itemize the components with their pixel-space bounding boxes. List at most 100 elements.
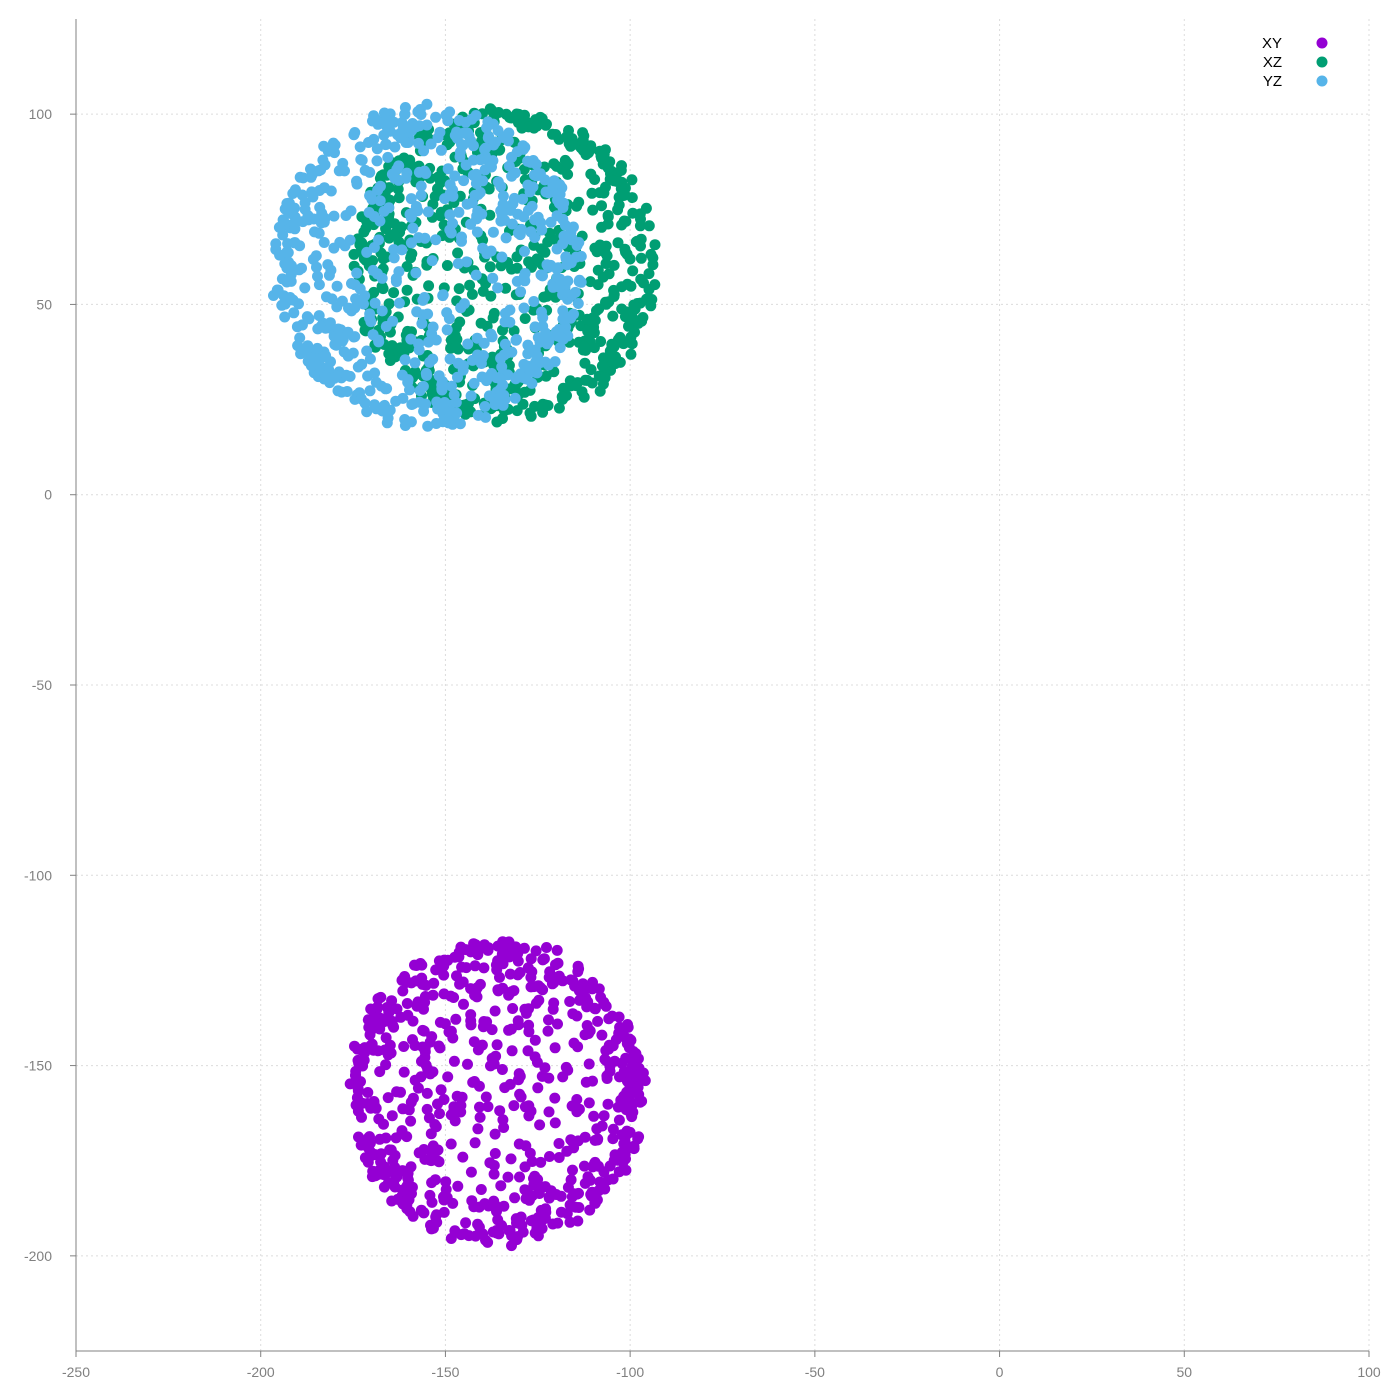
data-point: [388, 228, 400, 240]
data-point: [514, 229, 526, 241]
data-point: [491, 1227, 503, 1239]
data-point: [506, 346, 518, 358]
data-point: [405, 237, 417, 249]
data-point: [509, 392, 521, 404]
data-point: [378, 107, 390, 119]
data-point: [419, 1042, 431, 1054]
data-point: [553, 402, 565, 414]
data-point: [474, 1111, 486, 1123]
data-point: [485, 290, 497, 302]
data-point: [535, 1156, 547, 1168]
data-point: [375, 1148, 387, 1160]
data-point: [444, 353, 456, 365]
data-point: [586, 983, 598, 995]
data-point: [488, 1160, 500, 1171]
data-point: [542, 261, 554, 273]
data-point: [581, 1020, 593, 1031]
data-point: [645, 248, 657, 260]
data-point: [596, 1029, 608, 1041]
data-point: [523, 256, 535, 268]
data-point: [390, 276, 402, 288]
data-point: [386, 1110, 398, 1122]
data-point: [390, 1167, 402, 1179]
data-point: [395, 221, 407, 233]
data-point: [560, 251, 572, 263]
data-point: [467, 169, 479, 181]
data-point: [531, 120, 543, 132]
data-point: [399, 102, 411, 113]
data-point: [533, 1188, 545, 1199]
data-point: [453, 206, 465, 218]
data-point: [318, 237, 330, 248]
data-point: [413, 137, 424, 149]
data-point: [476, 1039, 488, 1051]
data-point: [489, 1128, 501, 1140]
data-point: [613, 1027, 625, 1039]
data-point: [418, 1144, 430, 1155]
data-point: [446, 380, 458, 392]
data-point: [374, 195, 386, 207]
data-point: [583, 1097, 595, 1109]
data-point: [374, 180, 386, 192]
data-point: [410, 960, 422, 971]
data-point: [547, 180, 559, 192]
data-point: [419, 991, 431, 1002]
data-point: [572, 1215, 584, 1227]
data-point: [582, 1171, 594, 1183]
data-point: [616, 1146, 628, 1158]
data-point: [421, 1087, 433, 1099]
data-point: [348, 129, 360, 141]
data-point: [370, 403, 382, 415]
data-point: [616, 281, 628, 293]
data-point: [421, 98, 433, 110]
data-point: [414, 120, 426, 132]
data-point: [635, 252, 647, 264]
data-point: [359, 1152, 371, 1164]
x-tick-label: 100: [1357, 1364, 1381, 1380]
data-point: [481, 248, 493, 260]
data-point: [503, 127, 515, 139]
data-point: [627, 207, 639, 219]
data-point: [529, 232, 541, 243]
data-point: [430, 111, 442, 123]
data-point: [467, 1076, 479, 1088]
data-point: [288, 307, 300, 319]
data-point: [444, 106, 456, 118]
data-point: [415, 180, 427, 192]
data-point: [395, 1011, 407, 1023]
data-point: [625, 348, 637, 360]
data-point: [432, 1098, 443, 1110]
data-point: [643, 284, 655, 295]
data-point: [439, 397, 451, 408]
data-point: [376, 305, 388, 317]
data-point: [519, 313, 531, 324]
data-point: [524, 363, 535, 375]
data-point: [561, 131, 573, 143]
data-point: [506, 263, 517, 275]
y-tick-label: -150: [24, 1058, 52, 1074]
data-point: [613, 1114, 625, 1126]
data-point: [475, 1184, 487, 1195]
data-point: [386, 1195, 398, 1207]
data-point: [418, 1003, 429, 1015]
data-point: [413, 166, 425, 178]
data-point: [531, 213, 543, 225]
data-point: [621, 1034, 633, 1046]
data-point: [481, 1016, 493, 1028]
data-point: [599, 998, 610, 1010]
data-point: [492, 955, 504, 967]
data-point: [523, 1019, 535, 1031]
data-point: [489, 1005, 501, 1017]
data-point: [289, 202, 300, 214]
data-point: [328, 210, 340, 222]
data-point: [364, 190, 376, 202]
data-point: [578, 1160, 590, 1172]
data-point: [405, 977, 417, 989]
data-point: [497, 1114, 509, 1126]
data-point: [465, 390, 477, 402]
data-point: [520, 1193, 532, 1205]
data-point: [418, 292, 430, 303]
data-point: [466, 288, 478, 300]
data-point: [550, 1189, 562, 1200]
data-point: [562, 1181, 574, 1193]
